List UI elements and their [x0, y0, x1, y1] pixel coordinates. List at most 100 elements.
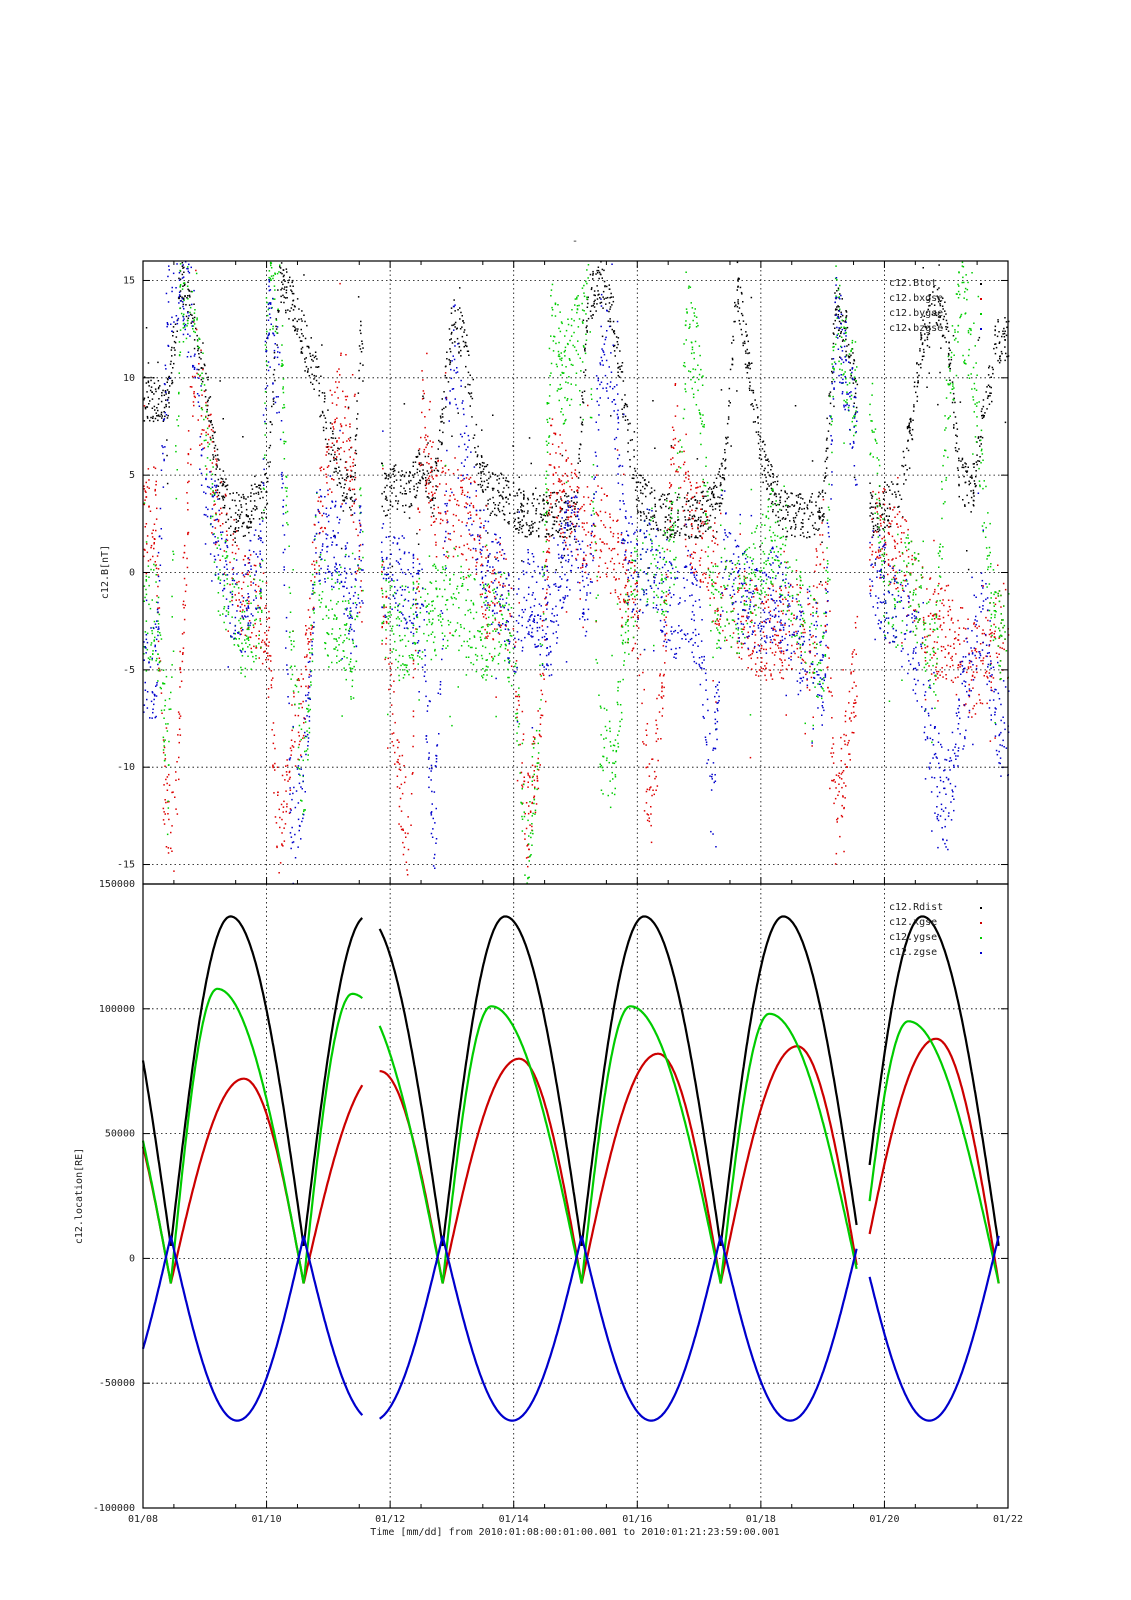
data-point	[326, 446, 329, 448]
data-point	[567, 509, 569, 511]
data-point	[956, 450, 959, 453]
data-point	[462, 340, 465, 343]
data-point	[796, 643, 798, 645]
data-point	[326, 443, 329, 445]
data-point	[579, 416, 582, 419]
data-point	[893, 506, 896, 508]
data-point	[871, 518, 873, 520]
data-point	[337, 472, 339, 474]
data-point	[763, 648, 765, 651]
data-point	[885, 515, 888, 517]
data-point	[308, 627, 310, 630]
data-point	[469, 549, 472, 551]
data-point	[512, 482, 515, 484]
data-point	[667, 493, 669, 496]
data-point	[807, 531, 809, 533]
data-point	[523, 780, 525, 783]
data-point	[325, 421, 327, 424]
data-point	[1004, 588, 1007, 591]
data-point	[345, 399, 347, 401]
data-point	[409, 488, 411, 490]
data-point	[226, 484, 229, 486]
data-point	[847, 355, 850, 357]
data-point	[762, 603, 765, 605]
data-point	[430, 491, 433, 493]
data-point	[935, 601, 938, 603]
data-point	[282, 275, 285, 278]
data-point	[498, 510, 501, 513]
data-point	[776, 476, 778, 478]
data-point	[559, 506, 561, 508]
data-point	[929, 634, 931, 637]
data-point	[178, 756, 180, 759]
data-point	[972, 707, 974, 710]
data-point	[683, 461, 686, 463]
data-point	[944, 336, 946, 339]
data-point	[240, 630, 243, 632]
data-point	[948, 354, 950, 356]
data-point	[416, 456, 418, 458]
data-point	[706, 586, 708, 588]
data-point	[879, 503, 881, 506]
data-point	[922, 267, 924, 269]
data-point	[550, 464, 552, 466]
data-point	[318, 394, 320, 397]
data-point	[257, 585, 260, 588]
data-point	[444, 365, 447, 368]
data-point	[1004, 330, 1006, 332]
data-point	[978, 625, 980, 628]
data-point	[416, 587, 418, 590]
data-point	[635, 610, 638, 612]
data-point	[822, 496, 824, 498]
data-point	[482, 616, 485, 618]
data-point	[540, 689, 542, 692]
data-point	[463, 346, 465, 348]
data-point	[715, 502, 718, 504]
data-point	[697, 518, 699, 521]
data-point	[888, 503, 891, 505]
data-point	[219, 468, 221, 470]
data-point	[439, 512, 442, 515]
data-point	[874, 562, 876, 564]
data-point	[403, 475, 406, 478]
data-point	[148, 505, 150, 507]
data-point	[356, 427, 358, 430]
data-point	[614, 355, 616, 357]
data-point	[579, 460, 581, 462]
data-point	[226, 512, 228, 515]
data-point	[621, 616, 623, 619]
data-point	[979, 699, 981, 701]
data-point	[756, 406, 759, 409]
data-point	[149, 510, 152, 512]
data-point	[831, 358, 833, 360]
data-point	[687, 470, 689, 473]
data-point	[525, 522, 528, 524]
data-point	[923, 619, 925, 621]
data-point	[470, 514, 472, 516]
data-point	[548, 535, 551, 538]
data-point	[429, 440, 431, 442]
data-point	[934, 588, 936, 591]
data-point	[844, 321, 846, 323]
data-point	[164, 415, 166, 418]
data-point	[331, 442, 334, 444]
data-point	[784, 624, 786, 626]
data-point	[292, 319, 294, 322]
data-point	[800, 528, 802, 530]
data-point	[822, 519, 824, 521]
data-point	[520, 527, 523, 530]
data-point	[157, 607, 159, 609]
data-point	[538, 521, 541, 523]
data-point	[945, 674, 947, 676]
data-point	[300, 318, 303, 320]
data-point	[291, 704, 293, 706]
data-point	[947, 584, 950, 587]
data-point	[595, 542, 597, 545]
data-point	[758, 457, 761, 459]
data-point	[172, 331, 175, 333]
data-point	[951, 401, 954, 404]
data-point	[766, 459, 768, 461]
data-point	[715, 582, 717, 585]
data-point	[973, 505, 975, 507]
data-point	[751, 668, 753, 670]
